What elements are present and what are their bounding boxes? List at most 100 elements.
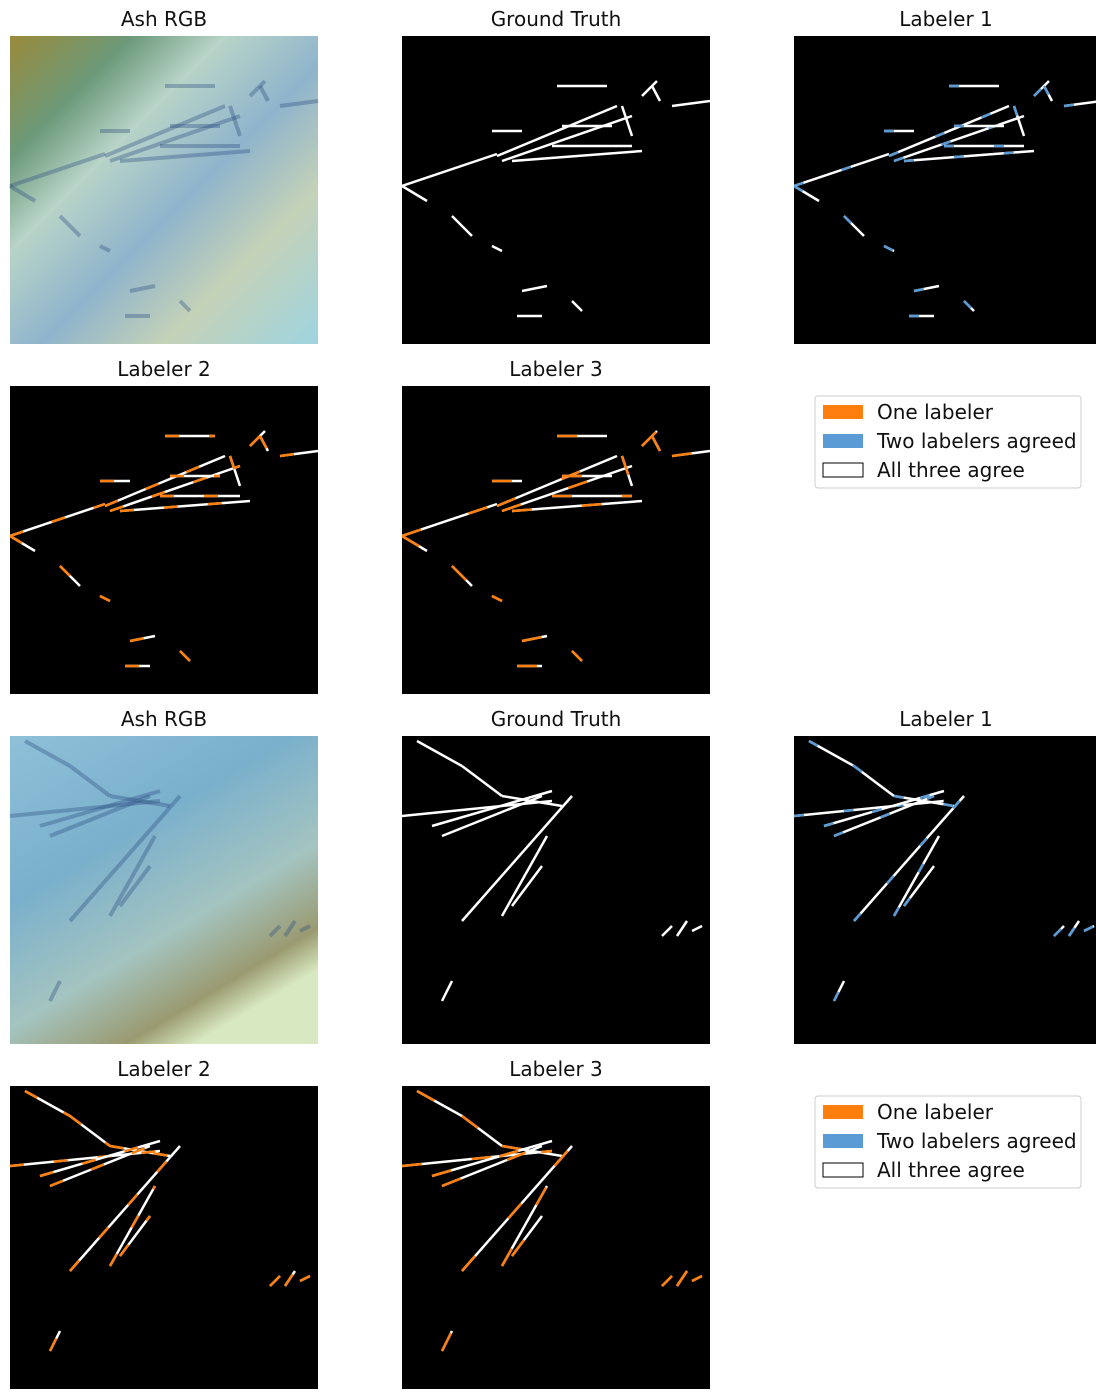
panel: Ash RGB [9, 707, 318, 1044]
panel-title: Labeler 1 [899, 707, 993, 731]
contrail-disagree [903, 865, 935, 907]
mask-image [794, 36, 1096, 344]
contrail [501, 464, 633, 513]
legend-label: Two labelers agreed [876, 1129, 1077, 1153]
contrail-disagree [1042, 85, 1054, 102]
contrail [521, 284, 548, 293]
ash-streak [68, 764, 112, 798]
contrail-disagree [1012, 105, 1026, 137]
contrail-disagree [691, 1274, 703, 1283]
contrail [402, 799, 553, 818]
contrail-disagree [893, 794, 955, 808]
ash-streak [268, 924, 282, 938]
mask-lines [402, 80, 710, 318]
panel-title: Labeler 2 [117, 357, 211, 381]
contrail-disagree [1053, 925, 1065, 937]
contrail-disagree [283, 1270, 297, 1287]
contrail-disagree [511, 1215, 543, 1257]
legend-swatch [823, 405, 863, 419]
contrail [461, 765, 503, 797]
contrail [416, 739, 463, 768]
contrail-disagree [1067, 920, 1081, 937]
ash-streak [24, 739, 71, 768]
ash-streak [299, 924, 311, 933]
mask-lines [402, 739, 703, 1002]
legend-frame [814, 395, 1082, 489]
mask-lines [402, 1089, 703, 1352]
contrail [620, 105, 634, 137]
contrail [511, 499, 643, 513]
ash-streak [48, 980, 62, 1002]
legend: One labeler Two labelers agreed All three … [814, 1095, 1082, 1189]
legend-swatch [823, 1134, 863, 1148]
panel: Labeler 2 [10, 357, 318, 694]
contrail [402, 152, 498, 188]
contrail [109, 464, 241, 513]
contrail-disagree [402, 534, 428, 553]
legend: One labeler Two labelers agreed All three … [814, 395, 1082, 489]
contrail [441, 794, 543, 838]
contrail [491, 244, 503, 253]
mask-image [402, 736, 710, 1044]
panel-title: Ash RGB [121, 7, 207, 31]
contrail [440, 980, 454, 1002]
contrail-disagree [903, 149, 1035, 163]
contrail-disagree [179, 650, 191, 662]
panel: Labeler 3 [402, 357, 710, 694]
contrail-disagree [299, 1274, 311, 1283]
legend-swatch [822, 1162, 864, 1178]
contrail-disagree [833, 794, 935, 838]
contrail-disagree [913, 284, 940, 293]
panel: Labeler 1 [794, 707, 1096, 1044]
contrail [496, 104, 618, 158]
contrail [571, 300, 583, 312]
mask-image [402, 36, 710, 344]
contrail-disagree [883, 244, 895, 253]
contrail-disagree [808, 739, 855, 768]
ash-streak [228, 105, 242, 137]
mask-image [10, 1086, 318, 1393]
contrail-disagree [620, 455, 634, 487]
ash-streak [258, 85, 270, 102]
ash-streak [68, 794, 182, 923]
ash-streak [104, 104, 226, 158]
contrail [671, 99, 710, 108]
mask-lines [794, 80, 1096, 318]
contrail [650, 85, 662, 102]
contrail-disagree [10, 502, 106, 538]
contrail-disagree [671, 449, 710, 458]
contrail [104, 454, 226, 508]
ash-rgb-image [10, 36, 318, 344]
panel-title: Labeler 2 [117, 1057, 211, 1081]
ash-streak [58, 214, 82, 238]
ash-streak [108, 835, 157, 917]
mask-lines [794, 739, 1095, 1002]
ash-streak [39, 789, 161, 828]
contrail-disagree [843, 215, 865, 237]
contrail-disagree [500, 1185, 549, 1267]
ash-streak [248, 79, 267, 98]
contrail-disagree [832, 980, 846, 1002]
contrail-disagree [1083, 924, 1095, 933]
contrail-disagree [650, 435, 662, 452]
legend-label: All three agree [877, 458, 1025, 482]
ash-streak [118, 864, 152, 908]
contrail-disagree [794, 184, 820, 203]
contrail-disagree [461, 1145, 573, 1272]
panel-title: Labeler 1 [899, 7, 993, 31]
contrail-disagree [888, 104, 1010, 158]
ash-streak [119, 149, 251, 163]
contrail-disagree [451, 565, 473, 587]
ash-streak [99, 244, 111, 253]
contrail [431, 1139, 553, 1178]
contrail [511, 865, 543, 907]
contrail [853, 795, 965, 922]
panel-title: Ground Truth [491, 707, 622, 731]
contrail-disagree [853, 765, 895, 797]
ash-streak [279, 99, 319, 108]
contrail [691, 924, 703, 933]
contrail [511, 149, 643, 163]
legend-label: One labeler [877, 1100, 994, 1124]
legend-label: All three agree [877, 1158, 1025, 1182]
